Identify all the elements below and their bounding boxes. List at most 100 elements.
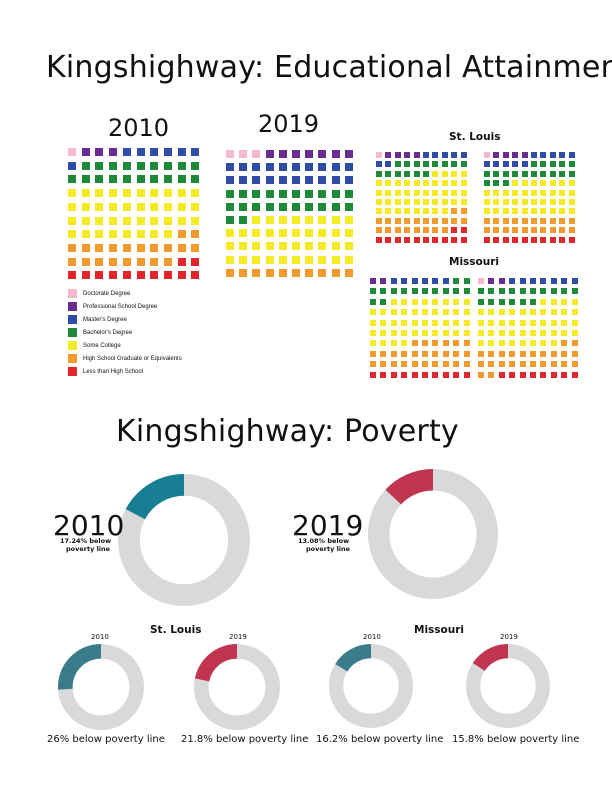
waffle-stlouis-2010 — [376, 152, 470, 246]
waffle-square — [540, 350, 547, 357]
waffle-square — [401, 350, 408, 357]
waffle-square — [390, 361, 397, 368]
waffle-square — [226, 255, 234, 264]
waffle-square — [385, 152, 392, 158]
waffle-square — [463, 319, 470, 326]
waffle-square — [226, 242, 234, 251]
waffle-square — [411, 340, 418, 347]
waffle-square — [226, 202, 234, 211]
waffle-square — [370, 298, 376, 305]
waffle-square — [451, 170, 458, 177]
waffle-square — [413, 227, 420, 234]
poverty-2010-note-line2: poverty line — [66, 545, 111, 553]
waffle-square — [441, 227, 448, 234]
waffle-square — [278, 255, 287, 264]
waffle-square — [493, 152, 500, 158]
waffle-square — [488, 340, 495, 347]
waffle-square — [502, 170, 509, 177]
waffle-square — [530, 288, 536, 295]
waffle-square — [394, 236, 401, 243]
waffle-square — [502, 199, 509, 205]
waffle-square — [401, 309, 408, 316]
waffle-square — [509, 278, 516, 284]
waffle-square — [549, 217, 556, 224]
waffle-square — [68, 216, 76, 225]
waffle-square — [498, 319, 505, 326]
waffle-square — [498, 340, 505, 347]
waffle-square — [442, 361, 449, 368]
waffle-square — [370, 278, 376, 284]
waffle-square — [385, 208, 392, 215]
waffle-square — [404, 217, 411, 224]
legend-label: Less than High School — [83, 368, 144, 375]
waffle-square — [559, 208, 566, 215]
waffle-square — [252, 242, 261, 251]
waffle-square — [177, 189, 186, 198]
waffle-square — [531, 199, 537, 205]
legend-label: Some College — [83, 342, 121, 349]
waffle-square — [453, 319, 460, 326]
waffle-square — [81, 148, 90, 156]
waffle-square — [318, 202, 327, 211]
waffle-square — [413, 208, 420, 215]
waffle-square — [561, 330, 568, 336]
waffle-square — [488, 350, 495, 357]
legend-swatch — [68, 341, 77, 350]
waffle-square — [432, 309, 439, 316]
waffle-square — [571, 371, 578, 378]
waffle-square — [441, 161, 448, 168]
waffle-square — [453, 340, 460, 347]
waffle-square — [422, 350, 428, 357]
waffle-square — [521, 217, 528, 224]
waffle-square — [177, 216, 186, 225]
waffle-square — [136, 216, 145, 225]
waffle-square — [278, 242, 287, 251]
waffle-square — [401, 319, 408, 326]
waffle-square — [432, 350, 439, 357]
waffle-square — [432, 189, 439, 196]
waffle-square — [460, 236, 467, 243]
waffle-square — [540, 340, 547, 347]
waffle-square — [453, 371, 460, 378]
waffle-square — [512, 161, 519, 168]
missouri-education-label: Missouri — [449, 256, 500, 268]
waffle-square — [404, 152, 411, 158]
waffle-square — [394, 208, 401, 215]
waffle-square — [531, 152, 537, 158]
waffle-square — [502, 227, 509, 234]
legend-swatch — [68, 289, 77, 298]
waffle-square — [484, 152, 490, 158]
legend-item: Some College — [68, 339, 182, 352]
waffle-square — [191, 243, 200, 252]
waffle-square — [422, 288, 428, 295]
waffle-square — [453, 278, 460, 284]
waffle-square — [484, 236, 490, 243]
waffle-kingshighway-2010 — [68, 148, 205, 285]
waffle-square — [460, 161, 467, 168]
waffle-square — [265, 255, 274, 264]
waffle-square — [404, 236, 411, 243]
waffle-square — [521, 152, 528, 158]
waffle-square — [432, 330, 439, 336]
waffle-square — [432, 152, 439, 158]
waffle-square — [453, 309, 460, 316]
waffle-square — [278, 163, 287, 172]
waffle-square — [163, 161, 172, 170]
waffle-square — [498, 288, 505, 295]
waffle-square — [484, 161, 490, 168]
waffle-square — [460, 227, 467, 234]
legend-item: Bachelor's Degree — [68, 326, 182, 339]
waffle-square — [385, 170, 392, 177]
waffle-square — [521, 208, 528, 215]
waffle-square — [432, 288, 439, 295]
waffle-square — [109, 216, 118, 225]
waffle-square — [521, 236, 528, 243]
waffle-square — [451, 152, 458, 158]
waffle-square — [530, 319, 536, 326]
waffle-square — [498, 350, 505, 357]
waffle-square — [460, 189, 467, 196]
waffle-square — [540, 361, 547, 368]
waffle-square — [442, 278, 449, 284]
waffle-square — [109, 148, 118, 156]
waffle-square — [451, 180, 458, 187]
